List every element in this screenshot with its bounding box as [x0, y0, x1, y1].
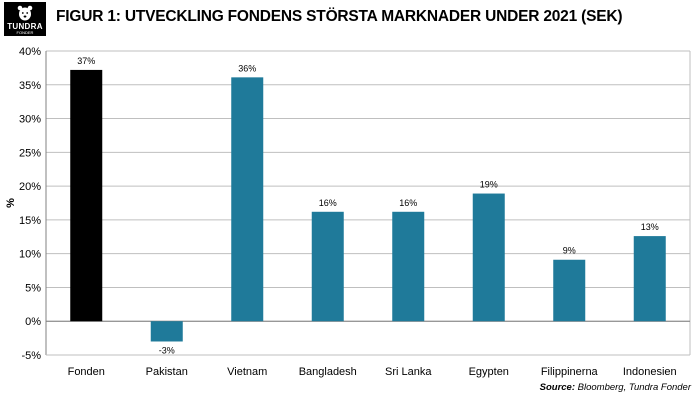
- gridlines: [45, 50, 691, 356]
- y-tick-label: 25%: [19, 147, 41, 159]
- data-label: 37%: [77, 56, 95, 66]
- x-axis-tick-labels: Fonden Pakistan Vietnam Bangladesh Sri Lanka…: [68, 366, 677, 378]
- y-tick-label: 35%: [19, 80, 41, 92]
- bar-filippinerna: [553, 259, 586, 322]
- y-tick-label: 40%: [19, 46, 41, 58]
- y-tick-label: 5%: [25, 282, 41, 294]
- y-tick-label: -5%: [21, 350, 41, 362]
- source-label: Source:: [539, 382, 575, 393]
- x-tick-label: Vietnam: [227, 366, 267, 378]
- logo-text: TUNDRA: [7, 22, 43, 31]
- y-tick-label: 0%: [25, 316, 41, 328]
- source-text: Bloomberg, Tundra Fonder: [577, 382, 691, 393]
- bars: [70, 69, 666, 342]
- bar-indonesien: [633, 236, 666, 322]
- x-tick-label: Filippinerna: [541, 366, 599, 378]
- bear-head-icon: [17, 5, 33, 21]
- bar-vietnam: [231, 77, 264, 322]
- x-tick-label: Bangladesh: [299, 366, 357, 378]
- data-label: 16%: [319, 198, 337, 208]
- x-tick-label: Indonesien: [623, 366, 677, 378]
- tundra-logo: TUNDRA FONDER: [4, 2, 46, 36]
- x-tick-label: Fonden: [68, 366, 105, 378]
- bar-pakistan: [150, 321, 183, 342]
- y-tick-label: 20%: [19, 181, 41, 193]
- y-tick-label: 10%: [19, 249, 41, 261]
- bar-sri-lanka: [392, 211, 425, 322]
- bar-bangladesh: [311, 211, 344, 322]
- logo-subtext: FONDER: [16, 30, 34, 35]
- y-axis-tick-labels: -5% 0% 5% 10% 15% 20% 25% 30% 35% 40%: [19, 46, 41, 362]
- y-tick-label: 15%: [19, 215, 41, 227]
- x-tick-label: Sri Lanka: [385, 366, 432, 378]
- x-tick-label: Pakistan: [146, 366, 188, 378]
- data-label: 9%: [563, 246, 576, 256]
- source-note: Source: Bloomberg, Tundra Fonder: [540, 382, 691, 393]
- y-axis-label: %: [5, 198, 17, 208]
- data-label: 19%: [480, 180, 498, 190]
- x-tick-label: Egypten: [469, 366, 509, 378]
- chart-title: FIGUR 1: UTVECKLING FONDENS STÖRSTA MARK…: [56, 8, 623, 25]
- bar-egypten: [472, 193, 505, 322]
- chart-header: TUNDRA FONDER FIGUR 1: UTVECKLING FONDEN…: [0, 0, 699, 38]
- data-label: 16%: [399, 198, 417, 208]
- data-labels: 37% -3% 36% 16% 16% 19% 9% 13%: [77, 56, 659, 356]
- bar-fonden: [70, 69, 103, 322]
- data-label: 13%: [641, 222, 659, 232]
- data-label: 36%: [238, 63, 256, 73]
- data-label: -3%: [159, 345, 175, 355]
- y-tick-label: 30%: [19, 114, 41, 126]
